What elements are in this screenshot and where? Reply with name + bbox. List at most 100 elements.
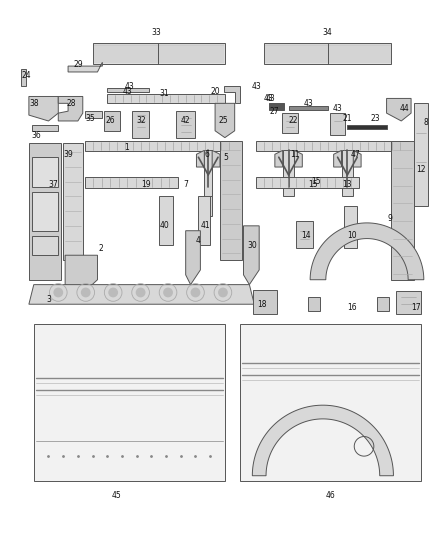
Polygon shape	[377, 297, 389, 311]
Polygon shape	[198, 197, 210, 245]
Text: 18: 18	[258, 300, 267, 309]
Text: 35: 35	[86, 114, 95, 123]
Text: 43: 43	[266, 94, 276, 103]
Polygon shape	[283, 150, 294, 197]
Polygon shape	[334, 150, 342, 167]
Circle shape	[218, 288, 228, 297]
Text: 20: 20	[210, 87, 220, 96]
Text: 38: 38	[29, 99, 39, 108]
Text: 40: 40	[159, 221, 169, 230]
Polygon shape	[212, 150, 220, 167]
Text: 33: 33	[152, 28, 161, 37]
Text: 17: 17	[411, 303, 421, 312]
Text: 43: 43	[125, 82, 135, 91]
Polygon shape	[132, 111, 149, 138]
Text: 24: 24	[21, 71, 31, 80]
Polygon shape	[159, 197, 173, 245]
Text: 10: 10	[347, 231, 357, 240]
Polygon shape	[387, 99, 411, 121]
Text: 43: 43	[264, 94, 274, 103]
Polygon shape	[32, 191, 58, 231]
Polygon shape	[107, 87, 149, 92]
Text: 23: 23	[370, 114, 380, 123]
Polygon shape	[68, 62, 102, 72]
Polygon shape	[353, 150, 361, 167]
Text: 21: 21	[343, 114, 352, 123]
Polygon shape	[29, 96, 58, 121]
Text: 34: 34	[323, 28, 332, 37]
Polygon shape	[347, 125, 387, 129]
Circle shape	[108, 288, 118, 297]
Text: 25: 25	[218, 117, 228, 125]
Text: 6: 6	[205, 150, 210, 159]
Text: 44: 44	[399, 104, 409, 113]
Text: 42: 42	[181, 117, 191, 125]
Text: 37: 37	[49, 180, 58, 189]
Text: 30: 30	[247, 241, 257, 250]
Text: 32: 32	[137, 117, 146, 125]
Polygon shape	[240, 324, 421, 481]
Polygon shape	[344, 206, 357, 248]
Circle shape	[163, 288, 173, 297]
Polygon shape	[32, 157, 58, 187]
Polygon shape	[289, 106, 328, 110]
Polygon shape	[414, 103, 428, 206]
Polygon shape	[269, 103, 284, 110]
Text: 12: 12	[416, 165, 426, 174]
Circle shape	[191, 288, 200, 297]
Text: 28: 28	[66, 99, 76, 108]
Polygon shape	[310, 223, 424, 280]
Text: 43: 43	[303, 99, 313, 108]
Text: 13: 13	[343, 180, 352, 189]
Polygon shape	[65, 255, 98, 292]
Polygon shape	[197, 150, 204, 167]
Text: 19: 19	[141, 180, 151, 189]
Polygon shape	[85, 177, 178, 188]
Polygon shape	[392, 141, 414, 280]
Polygon shape	[63, 142, 83, 260]
Polygon shape	[294, 150, 302, 167]
Polygon shape	[308, 297, 320, 311]
Text: 45: 45	[111, 491, 121, 500]
Polygon shape	[204, 197, 212, 216]
Text: 22: 22	[289, 117, 298, 125]
Text: 43: 43	[251, 82, 261, 91]
Text: 16: 16	[347, 303, 357, 312]
Text: 29: 29	[73, 60, 83, 69]
Polygon shape	[58, 96, 83, 121]
Text: 26: 26	[106, 117, 115, 125]
Text: 43: 43	[333, 104, 343, 113]
Polygon shape	[244, 226, 259, 285]
Polygon shape	[224, 86, 240, 103]
Text: 46: 46	[326, 491, 336, 500]
Polygon shape	[220, 141, 241, 260]
Polygon shape	[176, 111, 195, 138]
Text: 15: 15	[311, 177, 321, 186]
Text: 36: 36	[32, 131, 42, 140]
Polygon shape	[330, 113, 346, 135]
Text: 2: 2	[98, 244, 103, 253]
Polygon shape	[32, 125, 58, 131]
Text: 31: 31	[159, 89, 169, 98]
Polygon shape	[253, 289, 277, 314]
Polygon shape	[186, 231, 200, 285]
Polygon shape	[32, 236, 58, 255]
Polygon shape	[275, 150, 283, 167]
Polygon shape	[215, 103, 235, 138]
Polygon shape	[282, 113, 298, 133]
Polygon shape	[85, 111, 102, 118]
Text: 8: 8	[424, 118, 428, 127]
Polygon shape	[204, 150, 212, 197]
Text: 3: 3	[46, 295, 51, 304]
Text: 7: 7	[183, 180, 188, 189]
Circle shape	[53, 288, 63, 297]
Polygon shape	[107, 93, 225, 103]
Circle shape	[136, 288, 145, 297]
Polygon shape	[104, 111, 120, 131]
Text: 4: 4	[196, 236, 201, 245]
Circle shape	[81, 288, 91, 297]
Text: 47: 47	[350, 150, 360, 159]
Text: 11: 11	[291, 150, 300, 159]
Text: 27: 27	[269, 107, 279, 116]
Text: 43: 43	[123, 87, 133, 96]
